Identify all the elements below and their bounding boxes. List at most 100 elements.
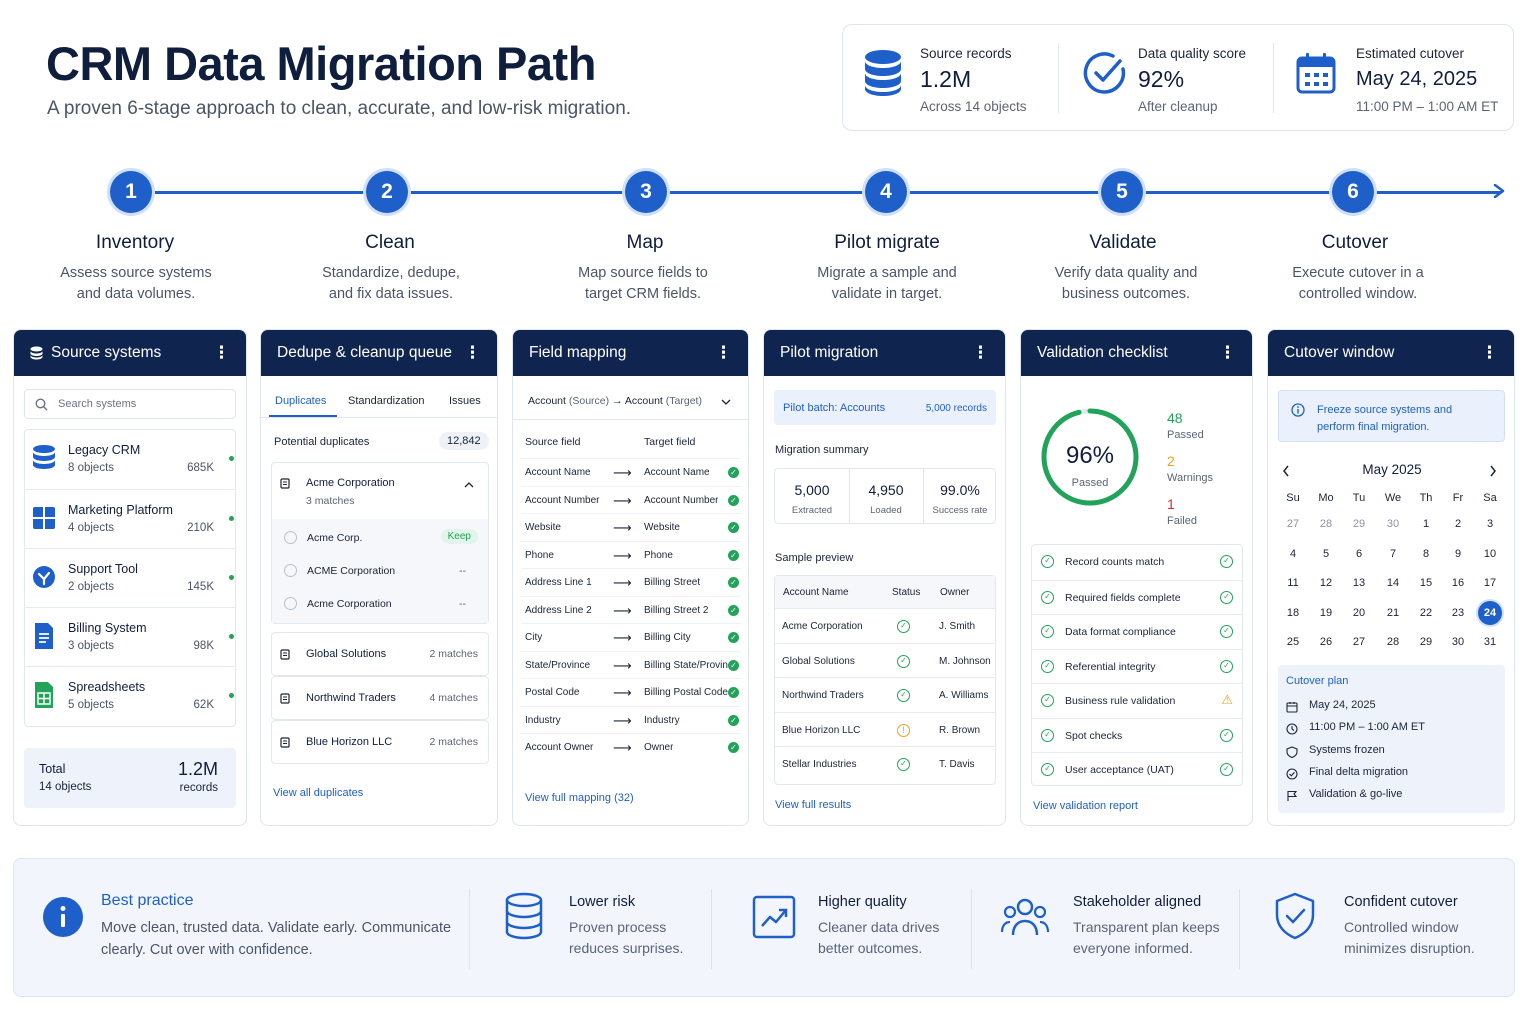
calendar-day[interactable]: 24 [1483,606,1497,619]
table-row[interactable]: Industry ⟶ Industry ✓ [521,705,741,734]
view-full-results-link[interactable]: View full results [775,799,852,811]
calendar-day[interactable]: 4 [1289,547,1297,560]
table-row[interactable]: Postal Code ⟶ Billing Postal Code ✓ [521,678,741,706]
calendar-day[interactable]: 6 [1355,547,1363,560]
calendar-day[interactable]: 10 [1483,547,1497,560]
calendar-day[interactable]: 19 [1319,606,1333,619]
calendar-day[interactable]: 14 [1386,577,1400,589]
table-row[interactable]: Website ⟶ Website ✓ [521,513,741,541]
list-item[interactable]: Support Tool 2 objects 145K [24,548,236,607]
calendar-day[interactable]: 2 [1454,518,1462,530]
checklist-item[interactable]: ✓ Business rule validation ⚠ [1031,683,1243,718]
calendar-day[interactable]: 11 [1287,577,1299,589]
duplicate-group[interactable]: Blue Horizon LLC 2 matches [271,720,489,764]
calendar-day[interactable]: 31 [1483,636,1497,648]
view-all-duplicates-link[interactable]: View all duplicates [273,787,364,799]
calendar-day[interactable]: 15 [1419,577,1433,589]
calendar-day[interactable]: 25 [1286,636,1300,648]
calendar-day[interactable]: 18 [1286,606,1300,619]
more-menu-icon[interactable]: ⋮ [213,343,230,362]
table-row[interactable]: Blue Horizon LLC! R. Brown [774,711,996,747]
calendar-day[interactable]: 27 [1286,518,1300,530]
calendar-day[interactable]: 30 [1386,518,1400,530]
checklist-item[interactable]: ✓ Required fields complete ✓ [1031,579,1243,615]
calendar-day[interactable]: 29 [1352,518,1366,530]
calendar-day[interactable]: 20 [1352,606,1366,619]
check-circle-icon: ✓ [897,654,910,668]
calendar-day[interactable]: 27 [1352,636,1366,648]
calendar-day[interactable]: 3 [1486,518,1494,530]
table-row[interactable]: City ⟶ Billing City ✓ [521,623,741,651]
duplicate-group[interactable]: Global Solutions 2 matches [271,632,489,676]
object-selector[interactable]: Account (Source) → Account (Target) [513,376,748,420]
calendar-day[interactable]: 13 [1352,577,1366,589]
checklist-item[interactable]: ✓ Referential integrity ✓ [1031,648,1243,684]
tab-duplicates[interactable]: Duplicates [275,395,327,407]
checklist-item[interactable]: ✓ Data format compliance ✓ [1031,614,1243,649]
duplicate-group[interactable]: Northwind Traders 4 matches [271,676,489,720]
table-row[interactable]: Stellar Industries ✓ T. Davis [774,746,996,781]
table-row[interactable]: Account Owner ⟶ Owner ✓ [521,733,741,761]
more-menu-icon[interactable]: ⋮ [1219,343,1236,362]
calendar-day[interactable]: 17 [1483,577,1497,589]
table-row[interactable]: State/Province ⟶ Billing State/Province ✓ [521,650,741,679]
tab-issues[interactable]: Issues [449,395,481,407]
calendar-day[interactable]: 22 [1419,606,1433,619]
radio-button[interactable] [284,531,297,544]
search-input[interactable]: Search systems [24,389,236,419]
more-menu-icon[interactable]: ⋮ [715,343,732,362]
table-row[interactable]: Northwind Traders ✓ A. Williams [774,677,996,712]
calendar-day[interactable]: 30 [1451,636,1465,648]
step-number[interactable]: 1 [110,171,152,213]
calendar-day[interactable]: 7 [1389,547,1397,560]
step-number[interactable]: 6 [1332,171,1374,213]
chevron-up-icon[interactable] [464,481,474,488]
list-item[interactable]: Legacy CRM 8 objects 685K [24,430,236,489]
step-number[interactable]: 3 [625,171,667,213]
checklist-item[interactable]: ✓ Spot checks ✓ [1031,717,1243,753]
more-menu-icon[interactable]: ⋮ [464,343,481,362]
calendar-day[interactable]: 1 [1422,518,1430,530]
duplicate-group-expanded[interactable]: Acme Corporation 3 matches Acme Corp. Ke… [271,462,489,624]
table-row[interactable]: Address Line 1 ⟶ Billing Street ✓ [521,568,741,596]
view-full-mapping-link[interactable]: View full mapping (32) [525,792,634,804]
chevron-left-icon[interactable] [1282,465,1290,477]
list-item[interactable]: Marketing Platform 4 objects 210K [24,489,236,548]
table-row[interactable]: Phone ⟶ Phone ✓ [521,540,741,569]
cutover-plan: Cutover plan May 24, 2025 11:00 PM – 1:00… [1278,665,1505,813]
list-item[interactable]: Spreadsheets 5 objects 62K [24,666,236,725]
radio-button[interactable] [284,564,297,577]
chevron-right-icon[interactable] [1489,465,1497,477]
calendar-day[interactable]: 23 [1451,606,1465,619]
database-icon [30,346,43,360]
users-icon [1000,898,1050,936]
calendar-day[interactable]: 8 [1422,547,1430,560]
tab-standardization[interactable]: Standardization [348,395,425,407]
keep-badge[interactable]: Keep [440,529,478,544]
more-menu-icon[interactable]: ⋮ [972,343,989,362]
table-row[interactable]: Address Line 2 ⟶ Billing Street 2 ✓ [521,595,741,624]
step-number[interactable]: 2 [366,171,408,213]
checklist-item[interactable]: ✓ User acceptance (UAT) ✓ [1031,752,1243,787]
radio-button[interactable] [284,597,297,610]
calendar-day[interactable]: 16 [1451,577,1465,589]
table-row[interactable]: Acme Corporation ✓ J. Smith [774,608,996,643]
step-number[interactable]: 4 [865,171,907,213]
calendar-day[interactable]: 5 [1322,547,1330,560]
calendar-day[interactable]: 26 [1319,636,1333,648]
more-menu-icon[interactable]: ⋮ [1481,343,1498,362]
check-circle-icon: ✓ [1041,555,1054,568]
list-item[interactable]: Billing System 3 objects 98K [24,607,236,666]
view-validation-report-link[interactable]: View validation report [1033,800,1138,812]
calendar-day[interactable]: 29 [1419,636,1433,648]
checklist-item[interactable]: ✓ Record counts match ✓ [1031,545,1243,580]
calendar-day[interactable]: 21 [1386,606,1400,619]
calendar-day[interactable]: 28 [1319,518,1333,530]
table-row[interactable]: Global Solutions ✓ M. Johnson [774,642,996,678]
calendar-day[interactable]: 9 [1454,547,1462,560]
calendar-day[interactable]: 12 [1319,577,1333,589]
calendar-day[interactable]: 28 [1386,636,1400,648]
step-number[interactable]: 5 [1101,171,1143,213]
table-row[interactable]: Account Name ⟶ Account Name ✓ [521,458,741,486]
table-row[interactable]: Account Number ⟶ Account Number ✓ [521,485,741,514]
